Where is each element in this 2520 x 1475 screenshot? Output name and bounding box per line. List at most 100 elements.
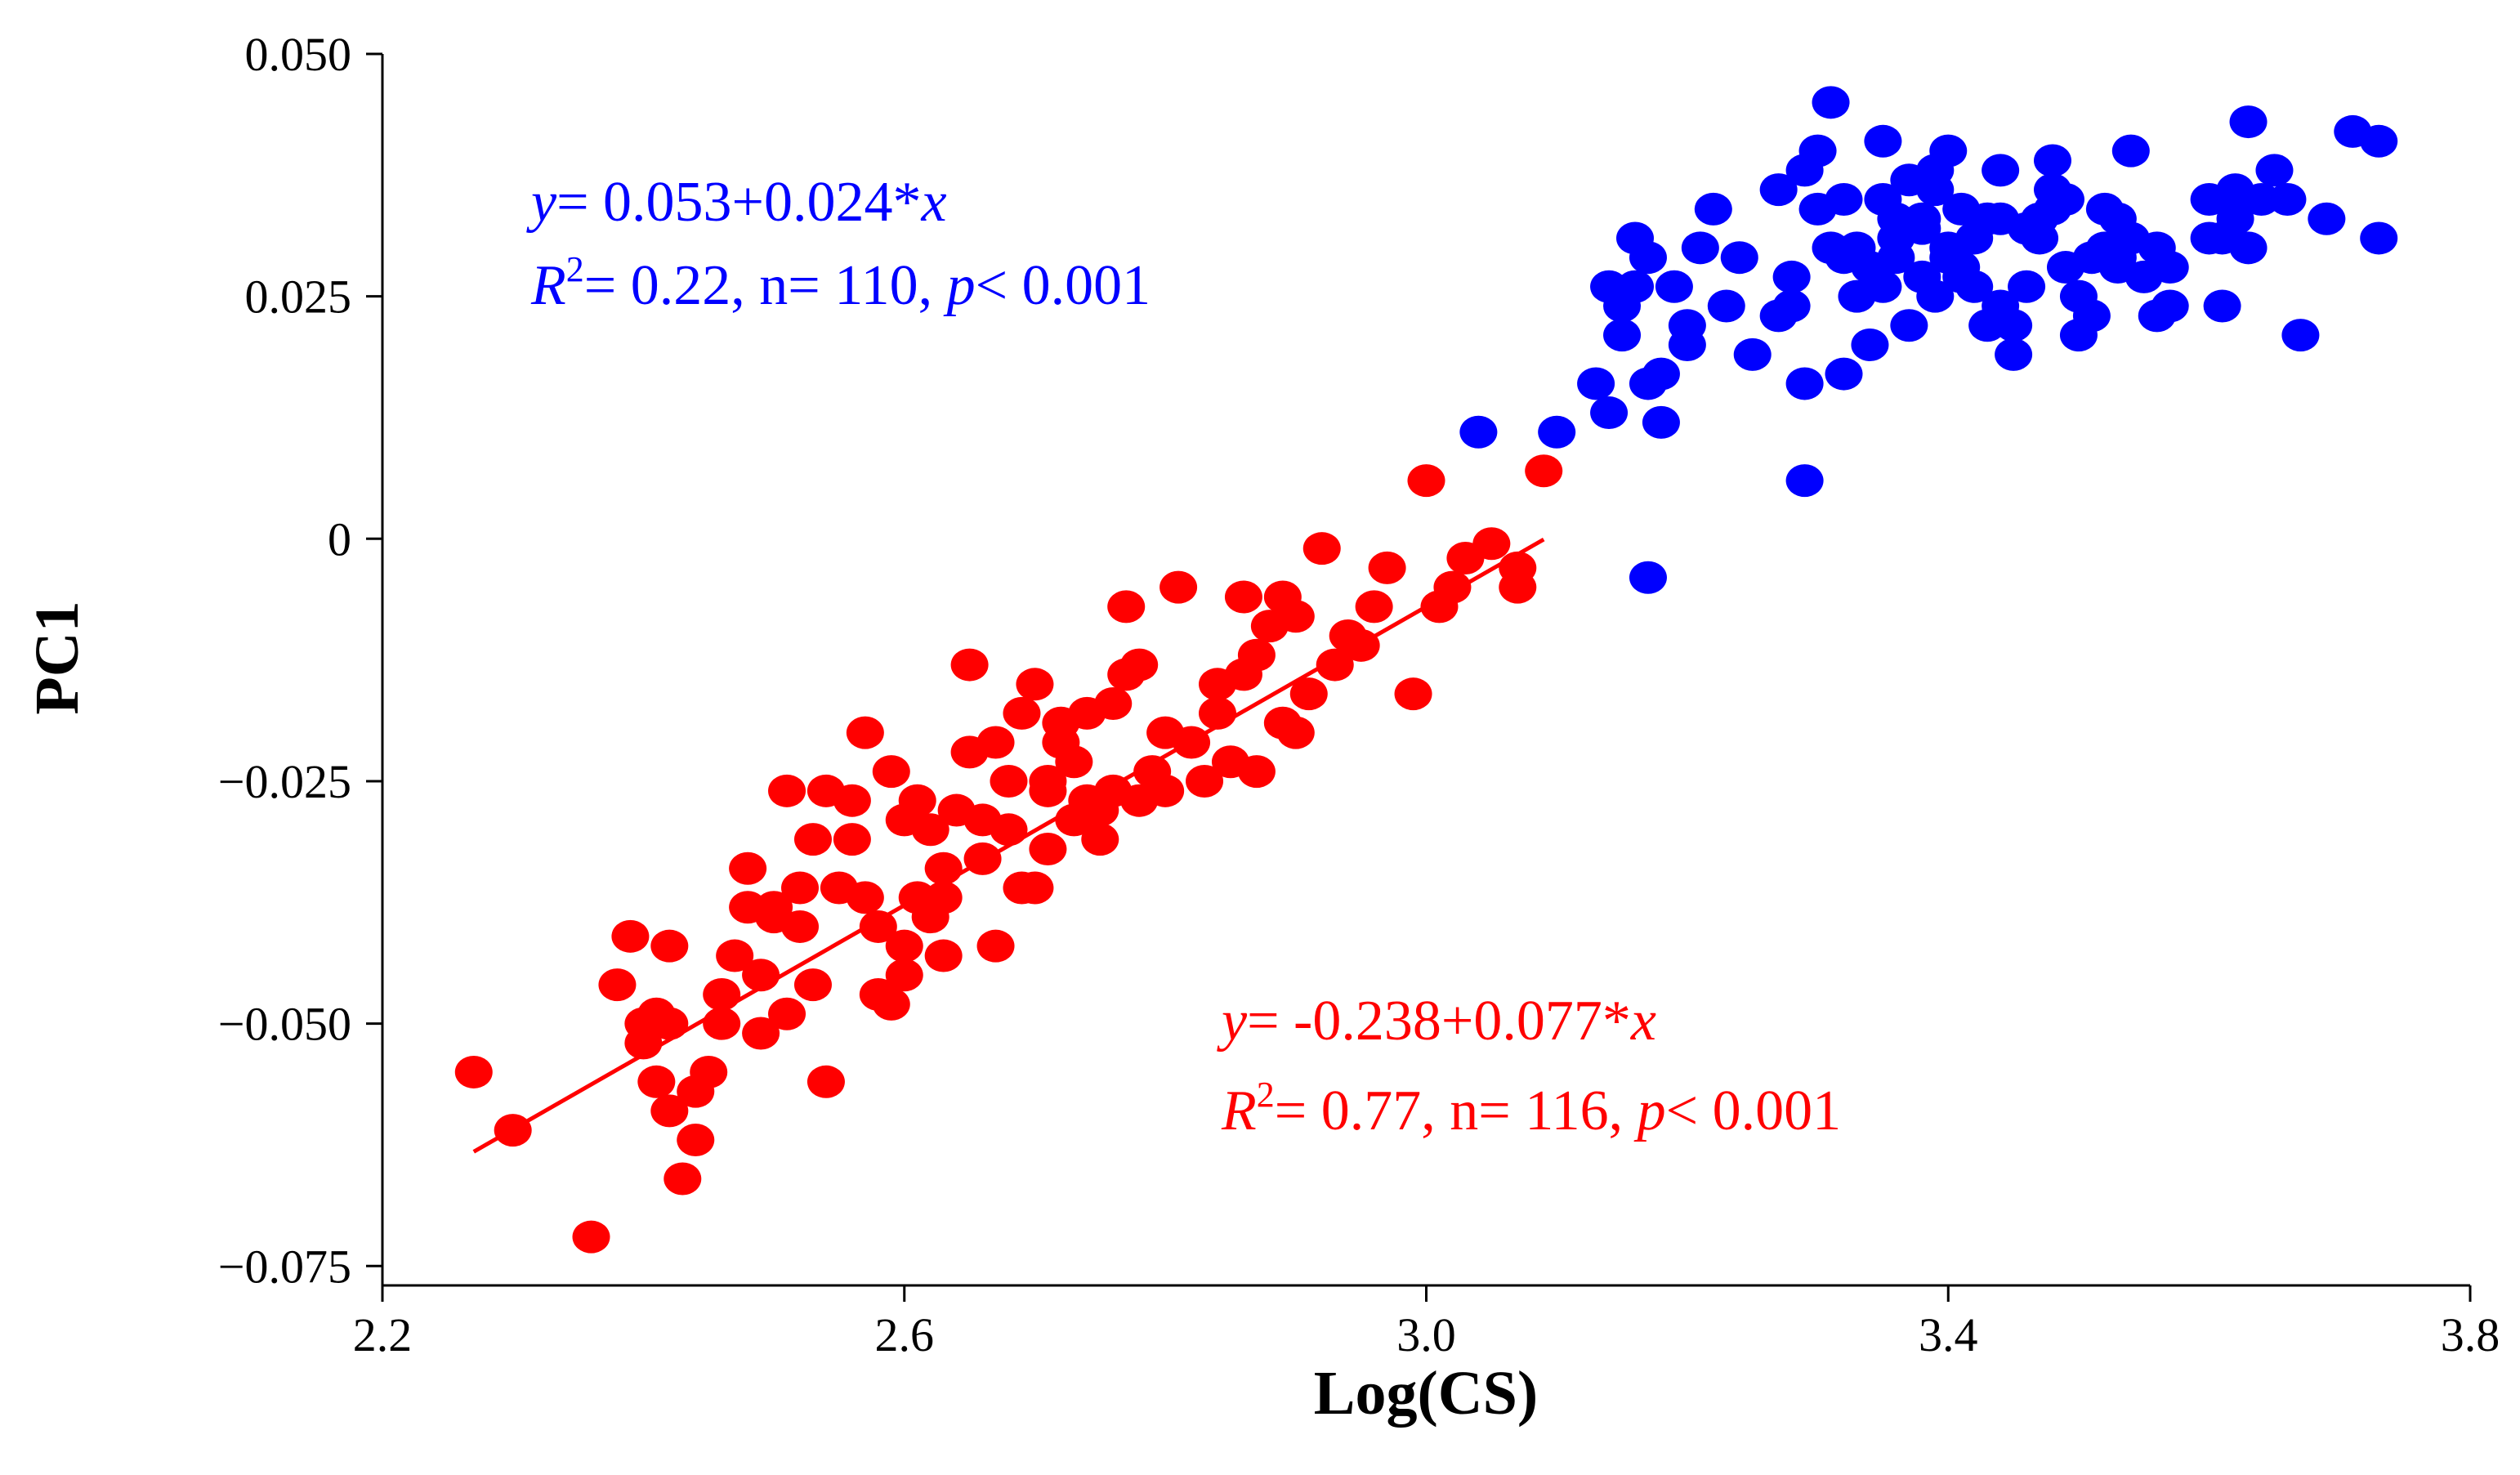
blue-data-point [1851, 328, 1889, 361]
x-tick-label: 3.8 [2441, 1308, 2500, 1361]
red-data-point [976, 929, 1015, 963]
blue-data-point [2216, 202, 2254, 235]
blue-data-point [2059, 279, 2098, 313]
red-data-point [1499, 570, 1537, 604]
red-data-point [1094, 687, 1133, 721]
blue-data-point [1538, 415, 1576, 449]
red-eq-p-rest: < 0.001 [1666, 1079, 1841, 1142]
red-data-point [1146, 716, 1185, 749]
blue-eq-rest: = 0.053+0.024* [556, 171, 921, 234]
red-data-point [1029, 774, 1067, 807]
red-data-point [1263, 706, 1302, 740]
y-tick-label: −0.075 [218, 1240, 351, 1293]
red-data-point [454, 1055, 493, 1088]
blue-data-point [1877, 202, 1915, 235]
y-tick-label: −0.050 [218, 998, 351, 1051]
red-data-point [1525, 454, 1563, 488]
blue-data-point [1864, 124, 1902, 158]
blue-equation-line1: y= 0.053+0.024*x [526, 171, 947, 234]
red-data-point [677, 1124, 715, 1157]
red-data-point [833, 784, 871, 817]
blue-data-point [2046, 182, 2084, 216]
red-eq-y: y [1217, 990, 1248, 1053]
red-data-point [729, 851, 767, 885]
red-data-point [793, 823, 832, 856]
blue-data-point [1655, 270, 1693, 303]
red-data-point [1016, 668, 1054, 701]
blue-data-point [1459, 415, 1498, 449]
blue-eq-p-rest: < 0.001 [976, 254, 1151, 317]
x-tick-label: 2.6 [875, 1308, 935, 1361]
red-data-point [781, 871, 819, 905]
red-data-point [885, 929, 923, 963]
red-data-point [859, 910, 897, 943]
red-eq-mid: = 0.77, n= 116, [1275, 1079, 1638, 1142]
x-axis-title: Log(CS) [1314, 1359, 1538, 1428]
red-data-point [1016, 871, 1054, 905]
red-data-point [768, 774, 806, 807]
red-data-point [1159, 570, 1198, 604]
red-equation-line2: R2= 0.77, n= 116, p< 0.001 [1221, 1075, 1841, 1142]
blue-data-point [1890, 309, 1928, 342]
blue-data-point [1812, 86, 1850, 119]
red-data-point [611, 919, 650, 953]
red-data-point [677, 1075, 715, 1108]
blue-data-point [1995, 309, 2033, 342]
red-data-point [1368, 551, 1406, 584]
blue-data-point [1629, 241, 1667, 275]
blue-data-point [2229, 105, 2268, 139]
red-data-point [1081, 823, 1119, 856]
blue-data-point [1642, 405, 1680, 439]
red-data-point [833, 823, 871, 856]
blue-data-point [2098, 241, 2137, 275]
blue-data-point [1916, 279, 1955, 313]
red-data-point [1224, 580, 1262, 614]
red-data-point [1237, 638, 1276, 672]
blue-data-point [1982, 154, 2020, 187]
blue-data-point [1733, 337, 1772, 371]
x-tick-label: 2.2 [353, 1308, 413, 1361]
blue-data-point [2151, 251, 2189, 284]
blue-data-point [2281, 319, 2320, 352]
blue-eq-r: R [530, 254, 566, 317]
blue-data-point [1929, 241, 1968, 275]
blue-data-point [1759, 173, 1798, 207]
red-data-point [1446, 542, 1485, 575]
red-data-point [1250, 610, 1289, 643]
red-data-point [1237, 755, 1276, 789]
red-data-point [1355, 590, 1393, 624]
blue-data-point [1916, 173, 1955, 207]
blue-data-point [1825, 357, 1863, 391]
red-data-point [806, 1065, 845, 1098]
red-data-point [1316, 648, 1354, 682]
y-tick-label: 0.025 [245, 270, 352, 324]
red-data-point [781, 910, 819, 943]
red-equation-line1: y= -0.238+0.077*x [1217, 990, 1656, 1053]
y-axis-title: PC1 [23, 601, 92, 714]
red-data-point [1003, 696, 1041, 730]
points-layer [454, 86, 2398, 1254]
blue-data-point [2021, 221, 2059, 255]
red-data-point [950, 648, 989, 682]
blue-data-point [1785, 367, 1824, 400]
red-data-point [976, 726, 1015, 759]
y-tick-label: 0.050 [245, 28, 352, 81]
blue-data-point [1772, 260, 1811, 293]
red-data-point [1055, 745, 1093, 779]
red-data-point [650, 1007, 689, 1040]
blue-data-point [2190, 221, 2228, 255]
blue-data-point [1668, 328, 1706, 361]
red-data-point [1302, 532, 1341, 565]
red-data-point [1146, 774, 1185, 807]
red-data-point [664, 1162, 702, 1196]
blue-data-point [1694, 192, 1732, 226]
blue-data-point [1590, 396, 1629, 430]
red-data-point [911, 813, 949, 847]
red-data-point [755, 891, 793, 924]
red-data-point [1120, 648, 1159, 682]
blue-data-point [2268, 182, 2307, 216]
red-data-point [793, 968, 832, 1002]
blue-data-point [1995, 337, 2033, 371]
red-data-point [703, 978, 741, 1012]
